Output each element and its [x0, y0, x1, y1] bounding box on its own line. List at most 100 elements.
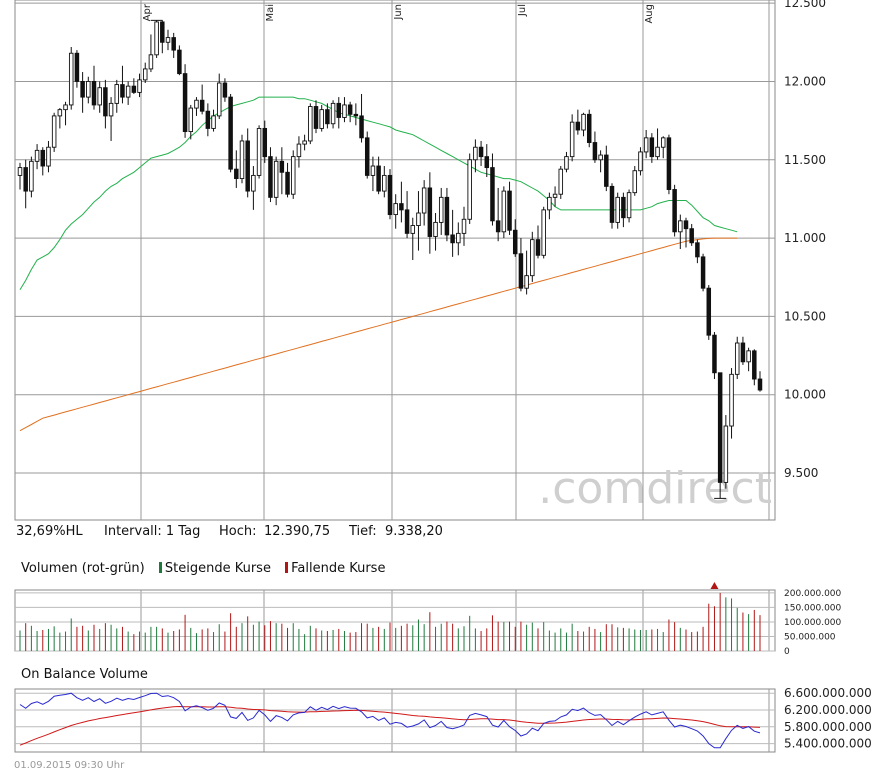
candle-body [17, 167, 23, 176]
candle [347, 101, 353, 123]
candle [177, 45, 182, 76]
candle-body [535, 239, 541, 256]
candle-body [188, 107, 194, 133]
candle [120, 65, 125, 104]
candle [211, 109, 216, 132]
candle [296, 136, 302, 168]
candle [279, 147, 285, 195]
candle-body [108, 102, 114, 117]
candle [302, 134, 307, 151]
candle [239, 134, 245, 184]
y-tick-label: 10.000 [784, 388, 826, 402]
candle-body [507, 190, 512, 231]
volume-title: Volumen (rot-grün) [21, 561, 145, 576]
candle-body [478, 146, 484, 158]
candle-body [347, 104, 353, 115]
candle [74, 50, 80, 88]
candle-body [245, 140, 250, 192]
y-tick-label: 12.500 [784, 0, 826, 10]
candle-body [626, 192, 632, 219]
candle [638, 147, 643, 176]
candle [91, 65, 97, 110]
candle-body [518, 253, 524, 289]
candle [336, 97, 342, 129]
candle-body [148, 54, 154, 70]
candle-body [382, 174, 387, 192]
candle-body [91, 80, 97, 106]
candle-body [649, 137, 655, 158]
candle [228, 93, 233, 173]
candle-body [256, 127, 262, 176]
candle-body [296, 143, 302, 158]
candle-body [353, 113, 359, 117]
candle-body [125, 85, 131, 98]
candle-body [438, 196, 444, 223]
candle [552, 186, 558, 207]
up-swatch-icon [158, 562, 162, 573]
candle [438, 187, 444, 235]
candle [490, 153, 495, 226]
candle-body [638, 151, 643, 172]
down-swatch-icon [285, 562, 289, 573]
x-tick-label: Jun [393, 4, 404, 21]
candle-body [416, 212, 421, 226]
candle [393, 194, 398, 229]
candle-body [268, 156, 273, 198]
candle [683, 217, 689, 248]
candle [40, 147, 46, 176]
candle-body [285, 171, 290, 195]
candle-body [302, 140, 307, 145]
candle-body [63, 104, 68, 111]
x-tick-label: Jul [517, 4, 528, 17]
candle [416, 191, 421, 251]
candle [57, 108, 63, 129]
candle [592, 131, 598, 163]
candle-body [23, 167, 28, 192]
candle [154, 20, 159, 58]
obv-tick-label: 6.200.000.000 [784, 703, 872, 717]
watermark-logo: .comdirect [538, 463, 772, 514]
candle [251, 166, 256, 210]
candle [399, 181, 404, 223]
candle [319, 104, 324, 132]
candle-body [262, 127, 268, 158]
candle-body [410, 225, 416, 234]
candle-body [57, 109, 63, 117]
candle [125, 81, 131, 105]
obv-tick-label: 5.400.000.000 [784, 737, 872, 751]
candle [757, 371, 763, 392]
candle-body [103, 87, 108, 117]
candle-body [456, 232, 461, 244]
candle [746, 347, 751, 372]
candle-body [222, 82, 228, 98]
low-value: 9.338,20 [385, 524, 443, 539]
candle [621, 192, 626, 228]
candle [569, 114, 575, 162]
candle [672, 184, 677, 237]
obv-tick-label: 6.600.000.000 [784, 686, 872, 700]
volume-legend: Volumen (rot-grün) Steigende Kurse Falle… [21, 561, 385, 576]
candle [404, 191, 410, 239]
candle [131, 78, 137, 94]
candle [689, 223, 694, 246]
candle [695, 239, 700, 264]
x-tick-label: Apr [142, 3, 153, 21]
candle [256, 125, 262, 179]
candle-body [666, 137, 672, 190]
candle-body [421, 187, 427, 214]
candle-body [387, 174, 393, 216]
candle [478, 140, 484, 167]
candle [359, 93, 364, 143]
obv-plot-area [14, 688, 776, 753]
y-tick-label: 12.000 [784, 74, 826, 88]
candle-body [598, 154, 603, 161]
obv-tick-label: 5.800.000.000 [784, 720, 872, 734]
candle [643, 130, 649, 159]
candle-body [643, 137, 649, 153]
candle [171, 32, 176, 58]
volume-tick-label: 50.000.000 [784, 632, 836, 642]
candle-body [137, 79, 142, 93]
candle-body [171, 37, 176, 51]
candle [484, 144, 490, 177]
candle-body [205, 110, 211, 129]
